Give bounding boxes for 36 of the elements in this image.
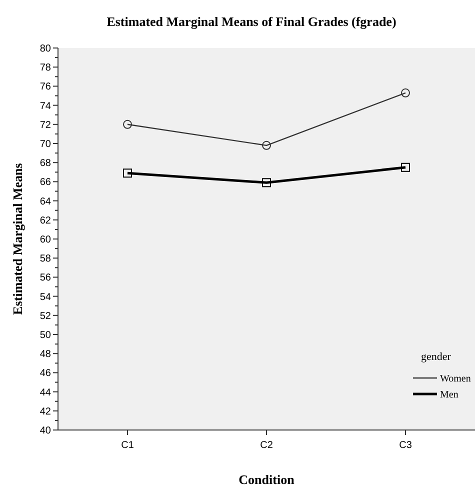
y-tick-label: 50 bbox=[40, 330, 52, 341]
y-tick-label: 46 bbox=[40, 368, 52, 380]
x-tick-label: C3 bbox=[399, 440, 412, 451]
y-tick-label: 44 bbox=[40, 387, 52, 398]
point bbox=[401, 88, 410, 98]
x-axis-title: Condition bbox=[238, 472, 296, 487]
y-tick-label: 70 bbox=[40, 139, 52, 150]
chart-title: Estimated Marginal Means of Final Grades (fgrade) bbox=[106, 14, 396, 29]
x-tick-label: C2 bbox=[260, 440, 274, 451]
x-tick-label: C1 bbox=[121, 440, 134, 451]
legend-label: Women bbox=[440, 374, 471, 384]
y-tick-label: 54 bbox=[40, 292, 52, 303]
point bbox=[262, 140, 271, 150]
y-tick-label: 60 bbox=[40, 234, 52, 246]
legend-title: gender bbox=[421, 351, 452, 363]
y-tick-label: 72 bbox=[40, 120, 52, 131]
point bbox=[401, 162, 410, 172]
y-tick-label: 78 bbox=[40, 62, 52, 74]
y-tick-label: 42 bbox=[40, 406, 52, 418]
y-tick-label: 56 bbox=[40, 272, 52, 284]
y-tick-label: 52 bbox=[40, 310, 52, 322]
y-tick-label: 62 bbox=[40, 215, 52, 226]
y-tick-label: 48 bbox=[40, 349, 52, 360]
y-tick-label: 76 bbox=[40, 82, 52, 93]
point bbox=[123, 120, 132, 129]
point bbox=[262, 178, 271, 188]
y-tick-label: 40 bbox=[40, 426, 52, 436]
y-tick-label: 66 bbox=[40, 177, 52, 188]
legend-label: Men bbox=[440, 390, 458, 400]
y-axis-title: Estimated Marginal Means bbox=[10, 163, 25, 315]
point bbox=[123, 168, 132, 178]
y-tick-label: 80 bbox=[40, 44, 52, 54]
y-tick-label: 74 bbox=[40, 100, 52, 112]
y-tick-label: 68 bbox=[40, 158, 52, 170]
y-tick-label: 64 bbox=[40, 196, 52, 208]
y-tick-label: 58 bbox=[40, 254, 52, 265]
